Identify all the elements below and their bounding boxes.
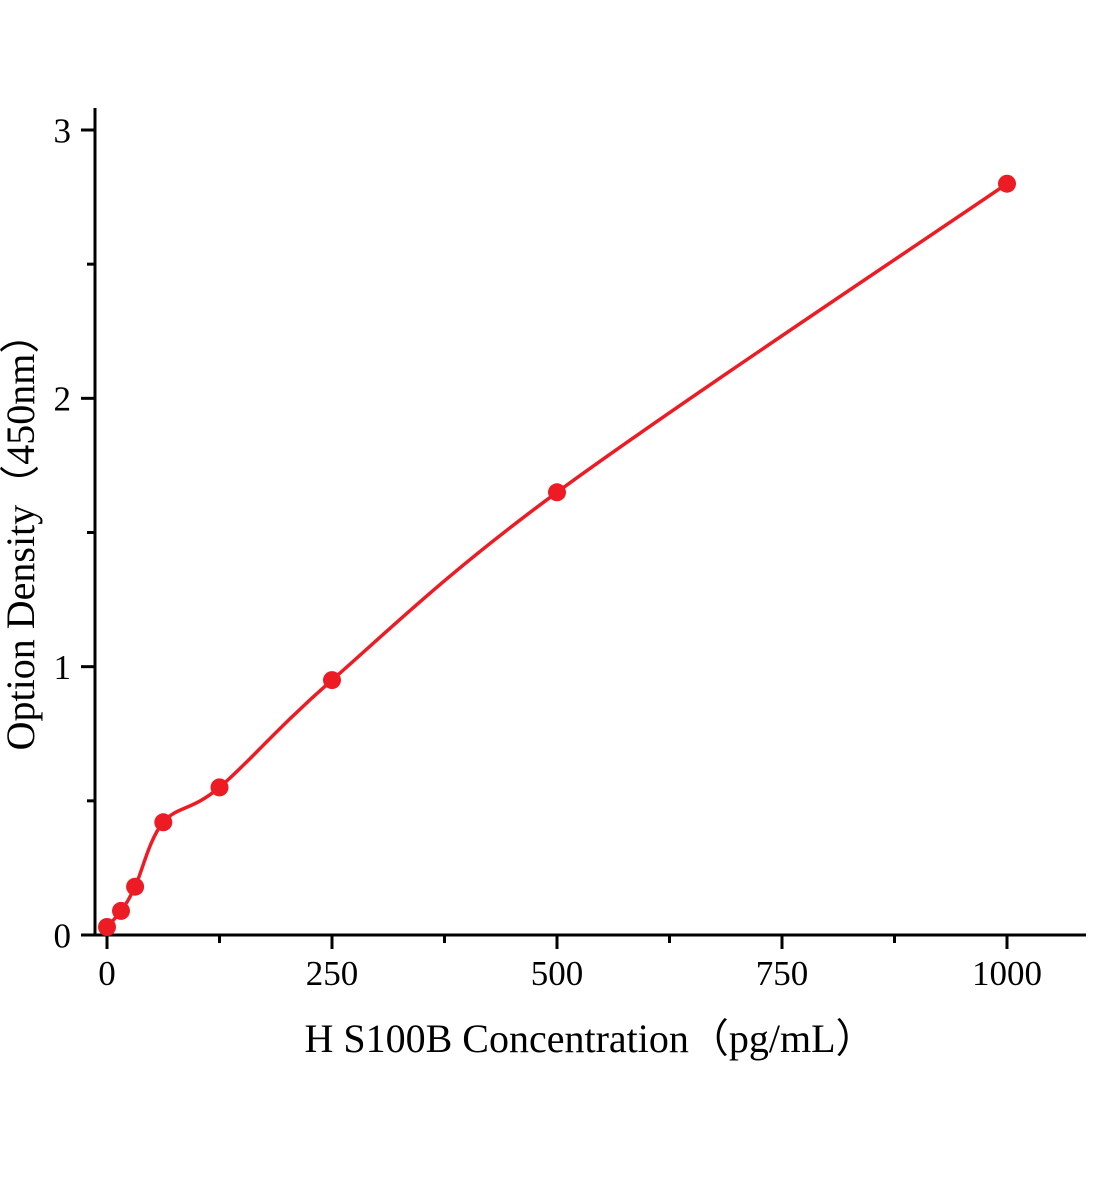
axis-ticks <box>81 128 1009 949</box>
y-tick-label: 0 <box>54 916 72 955</box>
tick-labels: 0 250 500 750 1000 0 1 2 3 <box>54 111 1043 993</box>
y-axis-label: Option Density（450nm） <box>0 314 43 751</box>
x-tick-label: 1000 <box>972 954 1042 993</box>
data-points <box>98 174 1016 936</box>
data-point <box>112 901 130 920</box>
data-point <box>323 671 341 690</box>
x-tick-label: 500 <box>531 954 584 993</box>
data-point <box>998 174 1016 193</box>
y-tick-label: 2 <box>54 380 72 419</box>
x-axis-label: H S100B Concentration（pg/mL） <box>304 1016 875 1061</box>
y-tick-label: 3 <box>54 111 72 150</box>
y-tick-label: 1 <box>54 648 72 687</box>
x-tick-label: 0 <box>98 954 116 993</box>
x-tick-label: 250 <box>306 954 359 993</box>
data-point <box>98 918 116 936</box>
fit-curve-line <box>105 182 1008 929</box>
axes <box>93 108 1086 937</box>
data-point <box>210 778 229 797</box>
data-point <box>548 483 566 502</box>
x-tick-label: 750 <box>756 954 809 993</box>
data-point <box>126 877 145 896</box>
data-point <box>154 813 173 832</box>
